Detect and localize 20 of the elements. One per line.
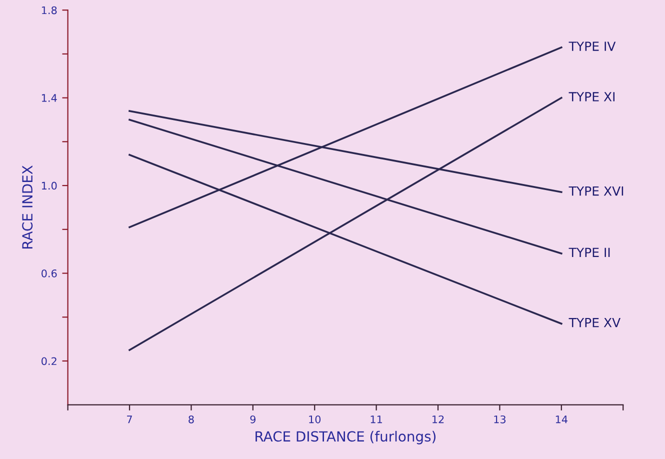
x-axis-title: RACE DISTANCE (furlongs) <box>256 430 436 444</box>
y-axis-title: RACE INDEX <box>22 166 33 248</box>
x-tick-label: 11 <box>370 416 382 424</box>
x-tick-label: 7 <box>127 416 132 424</box>
series-label: TYPE XVI <box>568 186 624 196</box>
x-tick-label: 14 <box>556 416 568 424</box>
x-tick-label: 12 <box>432 415 444 424</box>
y-tick-label: 1.4 <box>42 94 57 102</box>
series-label: TYPE IV <box>568 42 616 51</box>
x-tick-label: 9 <box>250 415 256 424</box>
y-tick-label: 0.6 <box>42 269 57 278</box>
y-tick-label: 1.8 <box>42 6 57 14</box>
y-tick-label: 1.0 <box>42 182 57 190</box>
y-tick-label: 0.2 <box>42 357 56 366</box>
series-label: TYPE XV <box>568 318 620 328</box>
x-tick-label: 10 <box>309 415 321 424</box>
series-label: TYPE II <box>568 248 610 257</box>
x-tick-label: 13 <box>494 415 506 424</box>
series-label: TYPE XI <box>568 92 615 102</box>
x-tick-label: 8 <box>188 415 194 424</box>
